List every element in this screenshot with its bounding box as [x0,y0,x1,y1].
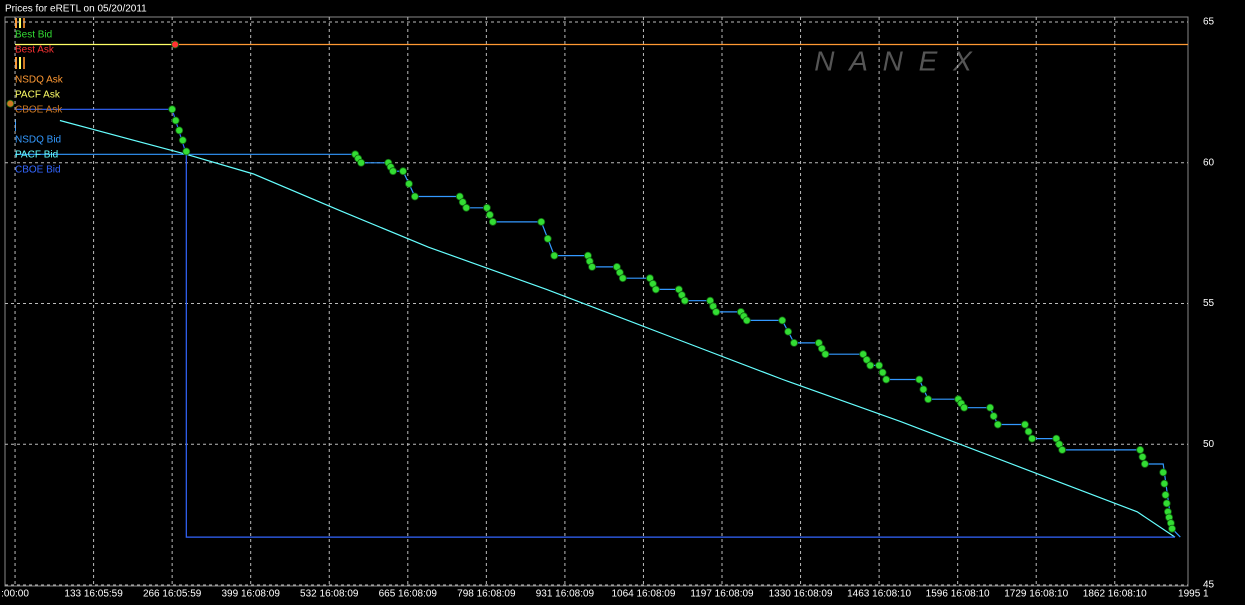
legend-label: CBOE Bid [15,165,61,176]
series-point [790,339,798,347]
series-line [15,153,1181,538]
series-point [483,203,491,212]
x-tick-label: 1729 16:08:10 [1004,589,1068,600]
series-point [405,179,413,188]
series-point [1138,453,1147,461]
series-point [1159,468,1168,477]
series-point [821,350,830,359]
series-point [458,198,467,207]
series-point [878,368,887,377]
y-tick-label: 55 [1203,298,1215,309]
legend-label: NSDQ Ask [15,75,64,86]
series-line [59,119,1176,538]
series-point [550,251,559,260]
series-point [171,116,180,125]
legend-label: NSDQ Bid [15,135,61,146]
series-point [712,308,720,316]
series-point [618,274,627,283]
series-point [410,192,419,201]
x-tick-label: 266 16:05:59 [143,589,202,600]
plot-frame [4,16,1189,587]
series-point [1140,460,1149,468]
series-point [919,385,928,394]
series-point [986,403,995,412]
series-point [875,361,884,370]
y-tick-label: 45 [1203,580,1215,591]
y-tick-label: 60 [1203,157,1215,168]
watermark: N A N E X [814,45,976,76]
series-point [993,420,1002,429]
series-line [15,108,1175,538]
series-point [915,375,924,384]
series-point [1161,491,1170,499]
y-tick-label: 65 [1203,17,1215,28]
series-point [817,344,826,353]
x-tick-label: 1463 16:08:10 [847,589,911,600]
series-point [1058,445,1067,454]
x-tick-label: 1330 16:08:09 [769,589,833,600]
series-point [175,126,184,135]
series-point [399,167,407,176]
series-point [178,136,187,145]
series-point [462,203,471,212]
series-point [882,375,891,384]
series-point [784,327,793,336]
series-point [182,147,191,156]
series-point [485,210,494,219]
series-point [1136,445,1145,454]
legend-label: CBOE Ask [15,105,63,116]
chart-title: Prices for eRETL on 05/20/2011 [5,4,147,15]
series-point [1028,434,1036,443]
x-tick-label: 1596 16:08:10 [926,589,990,600]
x-tick-label: 1064 16:08:09 [611,589,675,600]
x-tick-label: 798 16:08:09 [457,589,516,600]
series-point [651,285,660,294]
legend-label: PACF Bid [15,150,58,161]
series-point [357,158,366,167]
x-tick-label: 665 16:08:09 [379,589,438,600]
x-tick-label: 1862 16:08:10 [1083,589,1147,600]
x-tick-label: 133 16:05:59 [64,589,123,600]
legend-label: PACF Ask [15,90,61,101]
x-tick-label: 1995 1 [1178,589,1209,600]
legend-label: Best Bid [15,30,52,41]
series-point [6,99,15,108]
series-point [1168,524,1176,533]
series-point [866,361,875,370]
y-tick-label: 50 [1203,439,1215,450]
series-point [989,412,998,421]
series-point [1160,479,1169,488]
series-point [488,217,497,226]
series-point [1162,499,1171,508]
legend-label: Best Ask [15,45,55,56]
series-point [742,316,751,325]
series-point [588,263,596,271]
series-point [778,316,787,325]
series-point [1024,427,1033,436]
x-tick-label: :00:00 [1,589,29,600]
series-point [1021,420,1029,429]
series-point [389,167,397,176]
x-tick-label: 931 16:08:09 [536,589,595,600]
series-point [171,40,179,49]
series-point [168,105,177,114]
plot [5,17,1188,586]
series-point [680,296,689,305]
series-point [924,395,933,404]
x-tick-label: 532 16:08:09 [300,589,359,600]
series-point [960,403,969,412]
series-point [859,350,868,359]
x-tick-label: 399 16:08:09 [222,589,281,600]
series-point [537,217,546,226]
series-point [862,355,871,364]
series-point [543,234,552,243]
x-tick-label: 1197 16:08:09 [690,589,754,600]
